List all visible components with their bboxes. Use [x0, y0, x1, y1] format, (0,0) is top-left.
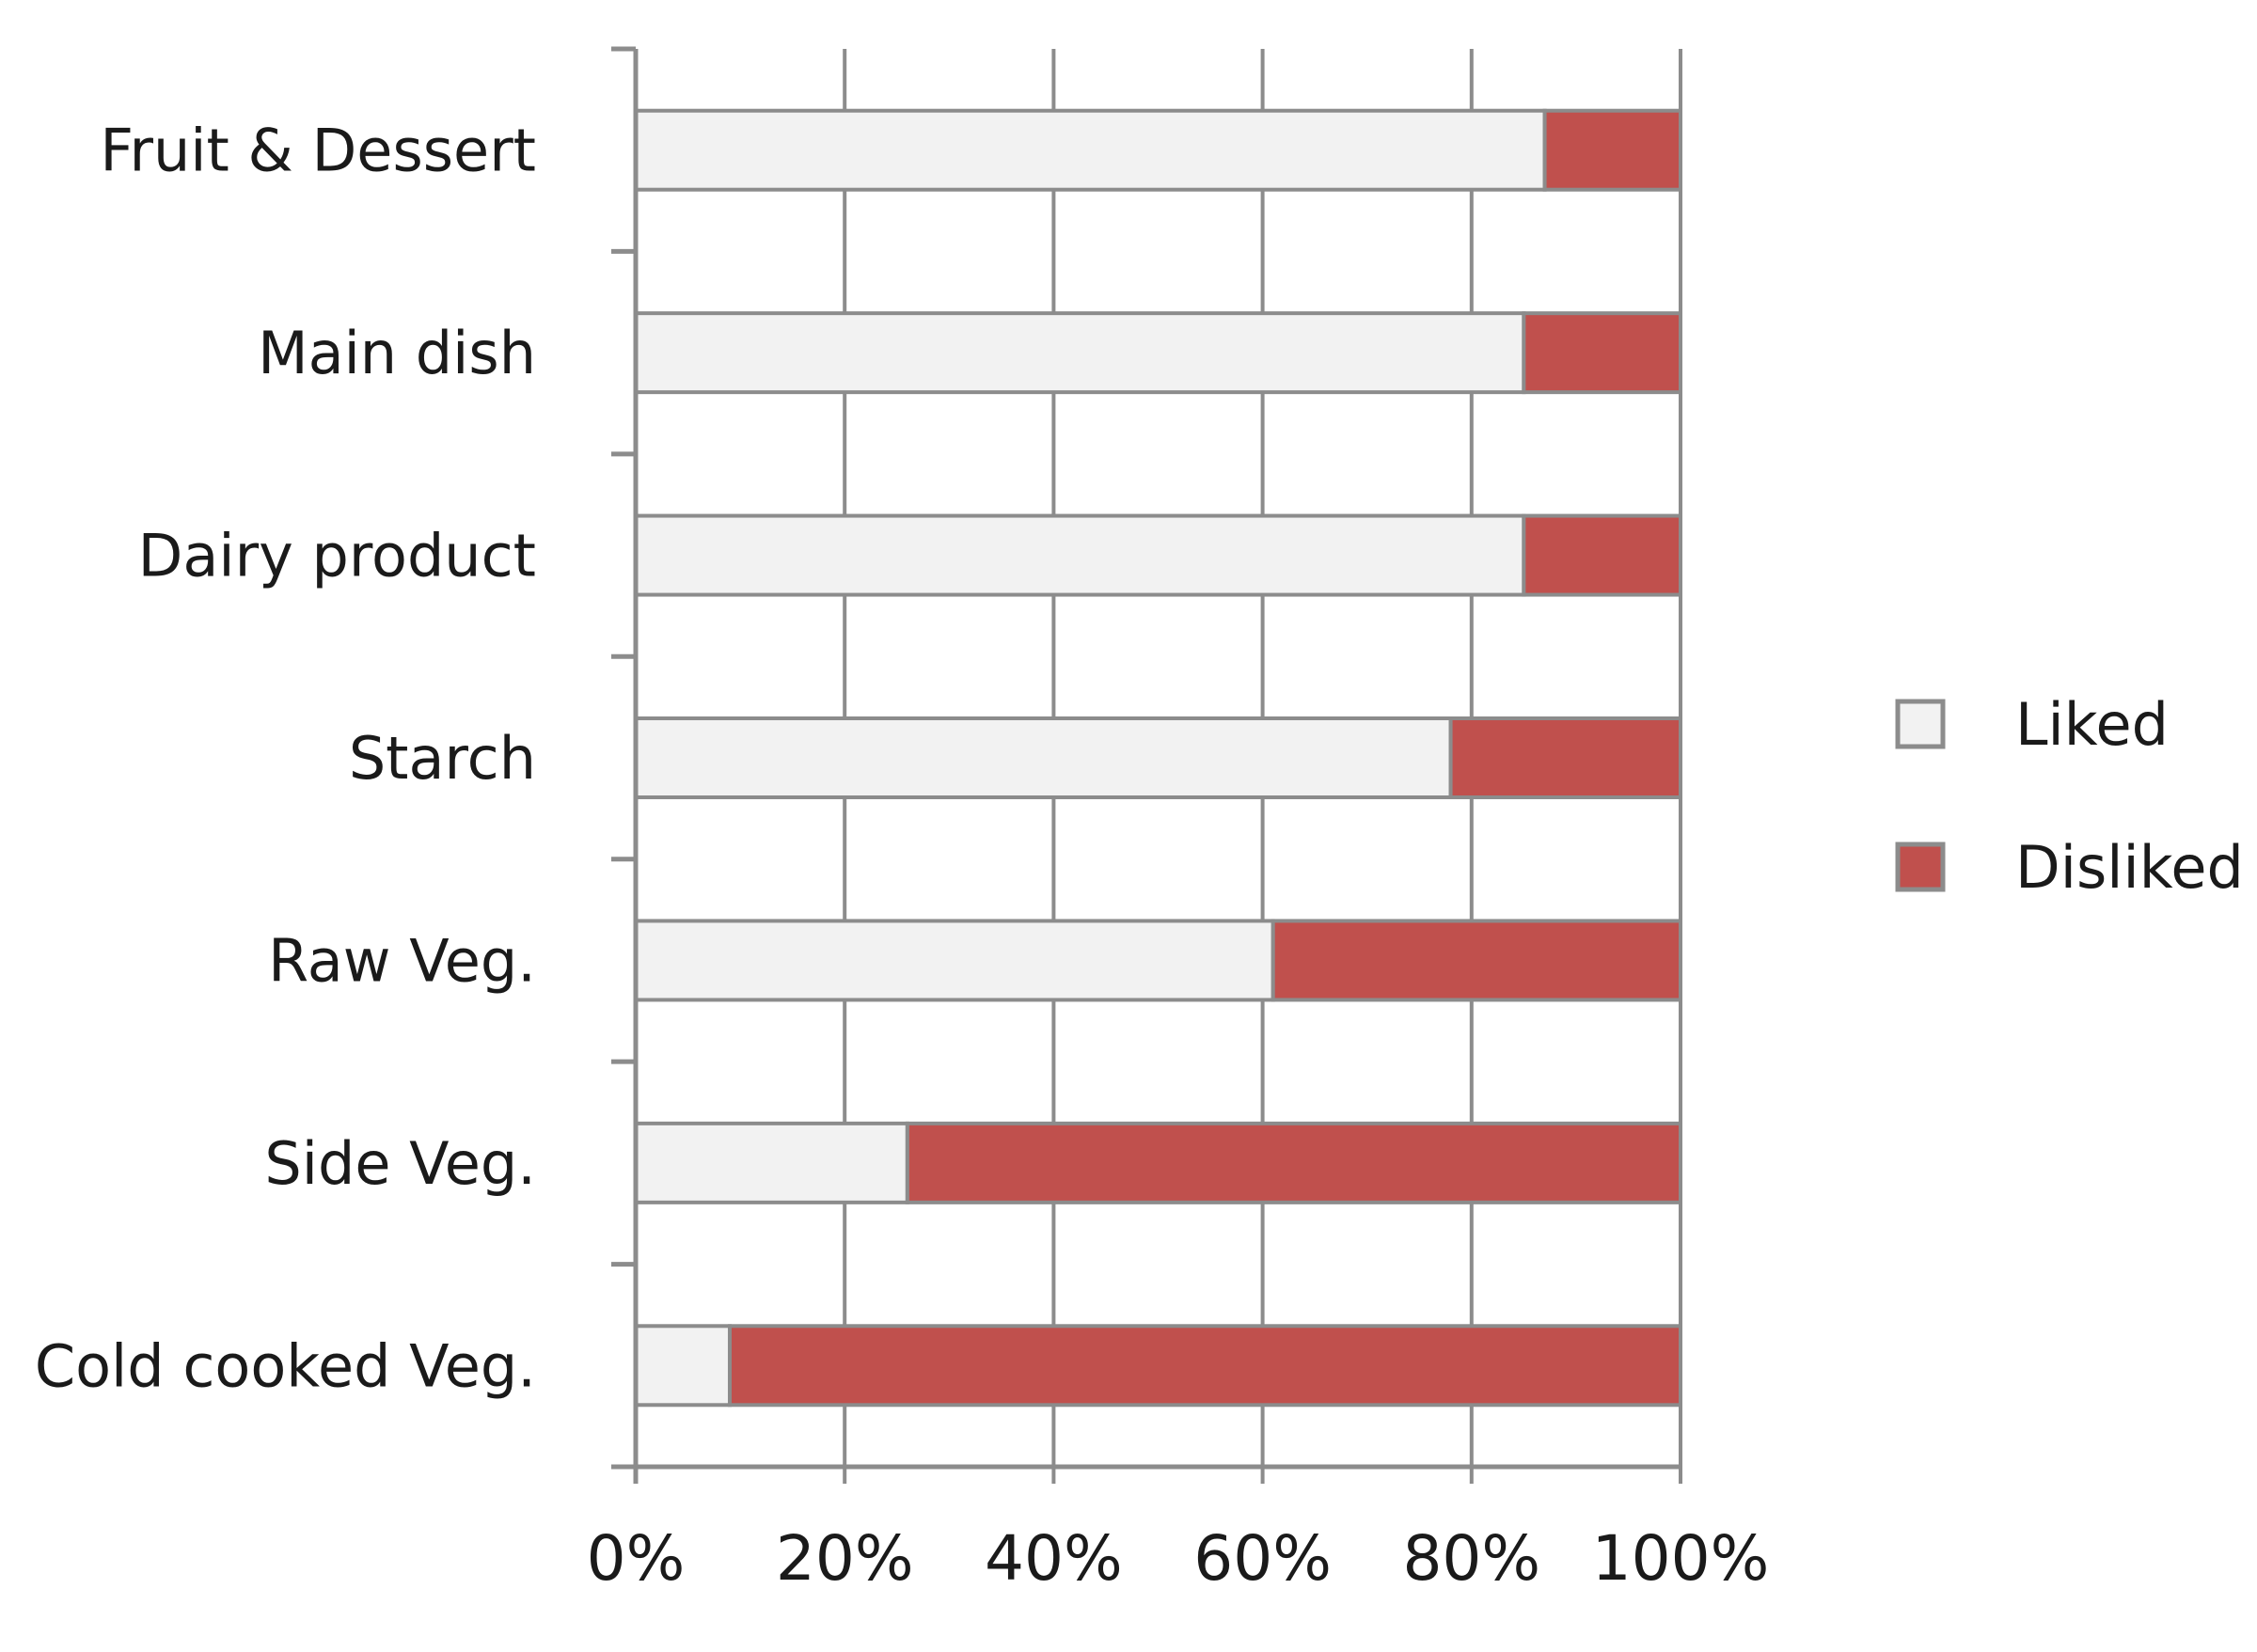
category-label: Raw Veg. [268, 926, 536, 995]
x-tick-label: 60% [1193, 1522, 1332, 1595]
category-label: Dairy product [138, 522, 536, 590]
legend-swatch-disliked [1895, 842, 1946, 892]
bar-disliked [727, 1324, 1682, 1408]
bar-liked [634, 919, 1275, 1002]
x-tick-label: 80% [1402, 1522, 1540, 1595]
x-tick-label: 40% [985, 1522, 1123, 1595]
bar-liked [634, 311, 1526, 395]
category-label: Cold cooked Veg. [35, 1331, 536, 1400]
x-tick-label: 0% [587, 1522, 686, 1595]
bar-disliked [905, 1121, 1682, 1204]
bar-liked [634, 108, 1547, 192]
legend-label-liked: Liked [2015, 690, 2169, 759]
x-tick-labels: 0% 20% 40% 60% 80% 100% [587, 1522, 1770, 1595]
bars [634, 108, 1682, 1408]
legend: Liked Disliked [1895, 690, 2244, 902]
x-tick-label: 20% [776, 1522, 914, 1595]
category-label: Main dish [258, 319, 536, 387]
x-tick-label: 100% [1592, 1522, 1770, 1595]
category-label: Fruit & Dessert [100, 117, 536, 185]
bar-disliked [1522, 513, 1682, 597]
bar-liked [634, 716, 1453, 799]
bar-disliked [1448, 716, 1682, 799]
category-labels: Fruit & Dessert Main dish Dairy product Sta… [35, 117, 536, 1401]
bar-disliked [1522, 311, 1682, 395]
category-label: Starch [349, 724, 536, 793]
bar-liked [634, 513, 1526, 597]
category-label: Side Veg. [264, 1129, 536, 1198]
bar-disliked [1542, 108, 1682, 192]
bar-disliked [1271, 919, 1682, 1002]
axes [611, 46, 1681, 1484]
bar-liked [634, 1324, 732, 1408]
legend-label-disliked: Disliked [2015, 833, 2244, 902]
legend-swatch-liked [1895, 699, 1946, 749]
bar-liked [634, 1121, 909, 1204]
